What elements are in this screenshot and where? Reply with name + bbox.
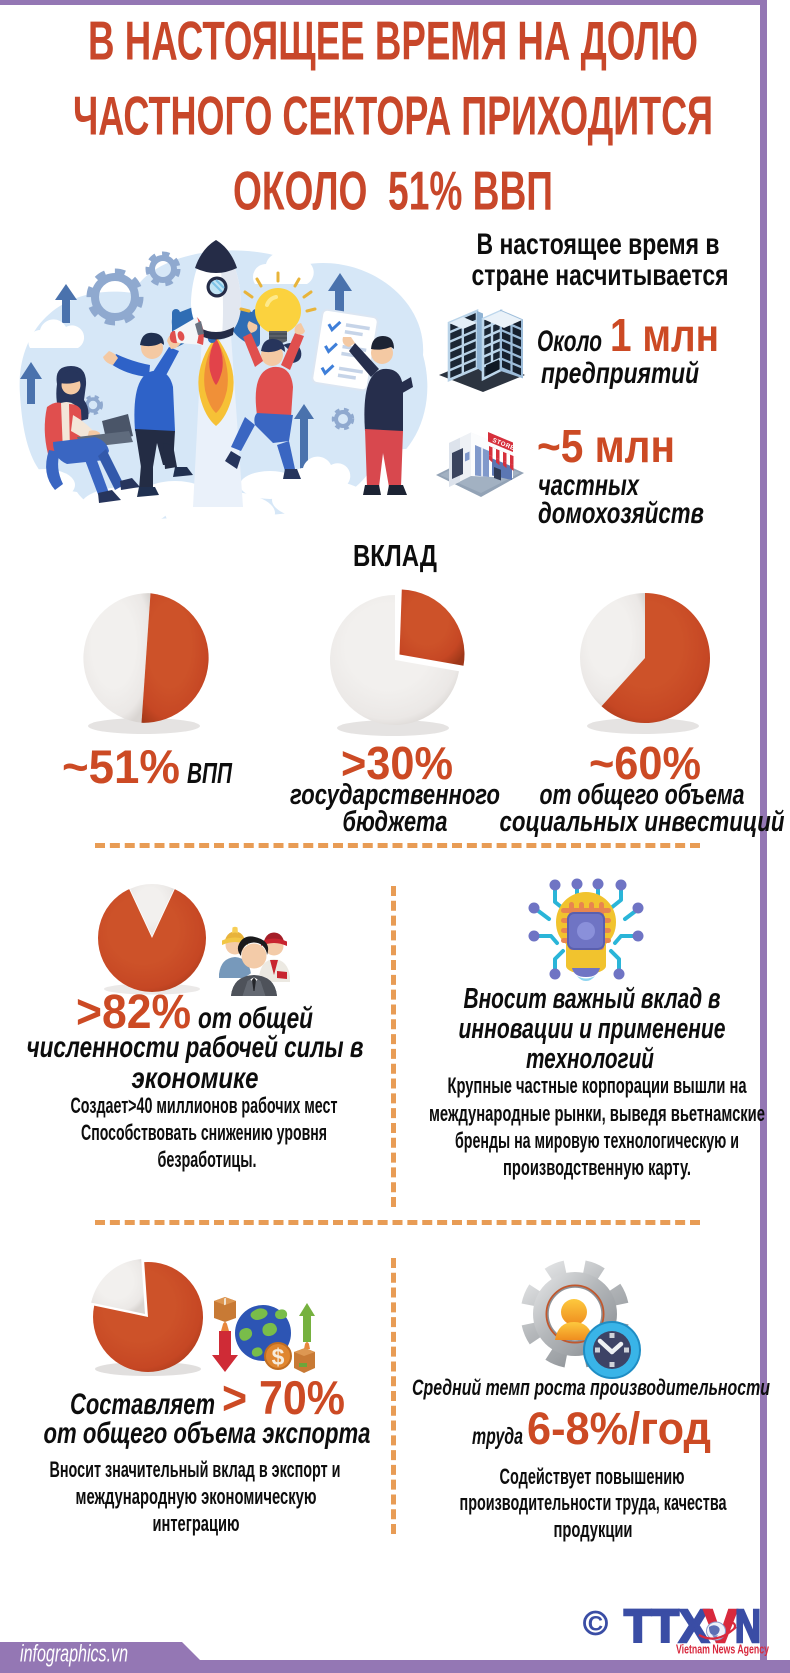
svg-text:Способствовать снижению уровня: Способствовать снижению уровня bbox=[81, 1120, 327, 1145]
svg-text:~51%: ~51% bbox=[62, 740, 180, 793]
svg-text:от общей: от общей bbox=[198, 1002, 313, 1035]
svg-text:стране насчитывается: стране насчитывается bbox=[472, 259, 729, 292]
svg-text:Вносит значительный вклад в эк: Вносит значительный вклад в экспорт и bbox=[50, 1457, 341, 1482]
svg-text:В НАСТОЯЩЕЕ ВРЕМЯ НА ДОЛЮ: В НАСТОЯЩЕЕ ВРЕМЯ НА ДОЛЮ bbox=[88, 9, 698, 71]
svg-text:частных: частных bbox=[538, 469, 640, 502]
svg-text:1 млн: 1 млн bbox=[610, 309, 719, 361]
svg-text:Составляет: Составляет bbox=[70, 1388, 215, 1421]
svg-text:предприятий: предприятий bbox=[541, 357, 699, 390]
svg-text:от общего объема: от общего объема bbox=[540, 779, 745, 811]
svg-text:N: N bbox=[735, 1600, 761, 1652]
svg-text:Средний темп роста производите: Средний темп роста производительности bbox=[412, 1375, 770, 1400]
svg-text:6-8%/год: 6-8%/год bbox=[527, 1403, 711, 1454]
svg-text:международную экономическую: международную экономическую bbox=[76, 1484, 317, 1509]
svg-text:C: C bbox=[588, 1613, 603, 1636]
svg-text:Крупные частные корпорации выш: Крупные частные корпорации вышли на bbox=[448, 1073, 748, 1098]
svg-text:бренды на мировую технологичес: бренды на мировую технологическую и bbox=[455, 1128, 739, 1153]
svg-text:ЧАСТНОГО СЕКТОРА ПРИХОДИТСЯ: ЧАСТНОГО СЕКТОРА ПРИХОДИТСЯ bbox=[73, 84, 713, 146]
svg-text:бюджета: бюджета bbox=[343, 806, 448, 838]
svg-text:экономике: экономике bbox=[132, 1062, 259, 1095]
svg-text:социальных инвестиций: социальных инвестиций bbox=[500, 806, 785, 838]
svg-text:численности рабочей силы в: численности рабочей силы в bbox=[27, 1031, 364, 1064]
svg-text:~60%: ~60% bbox=[589, 737, 701, 789]
svg-text:Вносит важный вклад в: Вносит важный вклад в bbox=[464, 983, 721, 1015]
svg-text:Около: Около bbox=[537, 325, 602, 358]
svg-text:Vietnam News Agency: Vietnam News Agency bbox=[676, 1642, 770, 1657]
svg-text:безработицы.: безработицы. bbox=[158, 1147, 257, 1172]
svg-text:от общего объема экспорта: от общего объема экспорта bbox=[44, 1417, 371, 1450]
svg-text:TTX: TTX bbox=[624, 1600, 709, 1652]
svg-text:инновации и применение: инновации и применение bbox=[459, 1013, 726, 1045]
svg-text:Содействует повышению: Содействует повышению bbox=[500, 1464, 685, 1489]
svg-text:технологий: технологий bbox=[526, 1043, 654, 1075]
svg-text:>82%: >82% bbox=[76, 986, 191, 1039]
svg-text:производственную карту.: производственную карту. bbox=[503, 1155, 691, 1180]
svg-text:производительности труда, каче: производительности труда, качества bbox=[460, 1490, 727, 1515]
svg-text:В настоящее время в: В настоящее время в bbox=[477, 228, 720, 261]
svg-text:Создает>40 миллионов рабочих м: Создает>40 миллионов рабочих мест bbox=[71, 1093, 338, 1118]
svg-text:~5 млн: ~5 млн bbox=[537, 420, 675, 472]
svg-text:ВПП: ВПП bbox=[187, 758, 233, 790]
svg-text:труда: труда bbox=[472, 1423, 523, 1449]
svg-text:>30%: >30% bbox=[341, 737, 453, 789]
svg-text:международные рынки, выведя вь: международные рынки, выведя вьетнамские bbox=[429, 1101, 765, 1126]
svg-text:домохозяйств: домохозяйств bbox=[538, 497, 704, 530]
svg-text:продукции: продукции bbox=[554, 1517, 633, 1542]
svg-text:ВКЛАД: ВКЛАД bbox=[353, 538, 437, 573]
svg-text:государственного: государственного bbox=[290, 779, 500, 811]
svg-text:infographics.vn: infographics.vn bbox=[20, 1641, 128, 1668]
svg-text:интеграцию: интеграцию bbox=[153, 1511, 240, 1536]
svg-text:ОКОЛО 51% ВВП: ОКОЛО 51% ВВП bbox=[233, 159, 553, 221]
svg-text:> 70%: > 70% bbox=[222, 1371, 345, 1424]
svg-text:$: $ bbox=[272, 1344, 285, 1370]
